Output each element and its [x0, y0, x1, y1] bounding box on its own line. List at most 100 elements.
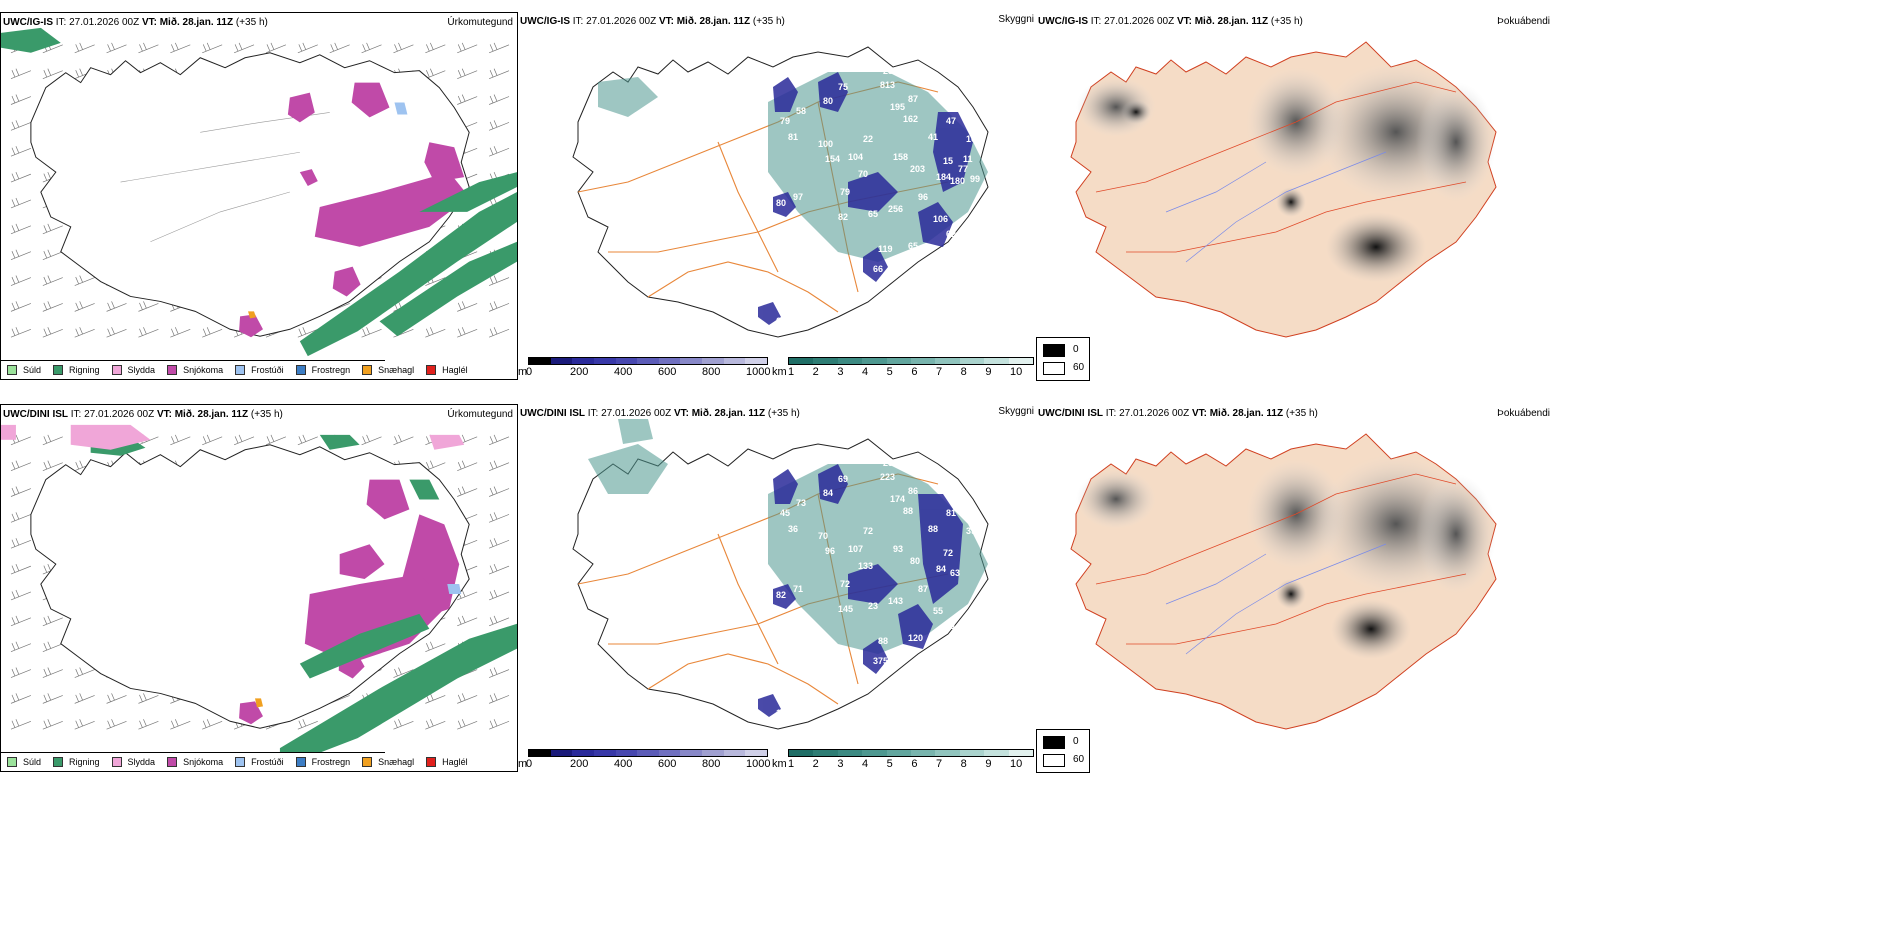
colorbar-segment	[680, 750, 703, 756]
visibility-unit: km	[772, 758, 787, 770]
wind-barb	[10, 460, 32, 471]
wind-barb	[138, 327, 159, 338]
wind-barb	[74, 42, 95, 54]
fog-panel-top: UWC/IG-IS IT: 27.01.2026 00Z VT: Mið. 28…	[1036, 12, 1554, 380]
wind-barb	[42, 327, 63, 338]
panel-name: Þokuábendi	[1497, 408, 1550, 419]
visibility-colorbar-bottom: km 1 2 3 4 5 6 7 8 9 10	[772, 749, 1034, 771]
colorbar-tick-label: 5	[886, 758, 893, 770]
wind-barb	[361, 434, 382, 446]
visibility-value-label: 97	[793, 192, 803, 202]
visibility-value-label: 69	[838, 474, 848, 484]
colorbar-segment	[862, 750, 887, 756]
visibility-value-label: 72	[863, 526, 873, 536]
colorbar-segment	[593, 358, 616, 364]
colorbar-segment	[572, 358, 594, 364]
visibility-value-label: 184	[936, 172, 951, 182]
fog-legend-bottom: 0 60	[1036, 729, 1090, 773]
panel-title: UWC/IG-IS IT: 27.01.2026 00Z VT: Mið. 28…	[3, 17, 268, 28]
wind-barb	[10, 327, 32, 338]
wind-barb	[488, 693, 510, 704]
legend-label: Haglél	[442, 757, 468, 767]
colorbar-segment	[935, 358, 960, 364]
wind-barb	[393, 42, 414, 54]
wind-barb	[393, 434, 414, 446]
wind-barb	[106, 301, 127, 312]
visibility-value-label: 107	[776, 708, 791, 718]
legend-swatch	[7, 365, 17, 375]
legend-swatch	[362, 757, 373, 767]
cloudbase-colorbar-top: m 0 200 400 600 800 1000	[518, 357, 770, 379]
wind-barb	[425, 42, 446, 54]
colorbar-segment	[984, 750, 1009, 756]
colorbar-segment	[593, 750, 616, 756]
wind-barb	[297, 434, 318, 446]
wind-barb	[42, 719, 63, 730]
visibility-value-label: 55	[933, 606, 943, 616]
visibility-value-label: 88	[878, 636, 888, 646]
visibility-value-label: 36	[788, 524, 798, 534]
legend-swatch	[111, 757, 122, 767]
wind-barb	[170, 434, 191, 446]
visibility-value-label: 81	[788, 132, 798, 142]
wind-barb	[233, 42, 255, 54]
visibility-value-label: 87	[918, 584, 928, 594]
panel-name: Skyggni	[998, 14, 1034, 25]
visibility-value-label: 104	[966, 134, 981, 144]
colorbar-tick-label: 200	[570, 758, 589, 770]
wind-barb	[202, 434, 223, 446]
visibility-value-label: 223	[880, 472, 895, 482]
visibility-value-label: 39	[966, 526, 976, 536]
colorbar-segment	[886, 358, 912, 364]
model-name: UWC/IG-IS	[520, 16, 570, 27]
colorbar-tick-label: 7	[936, 758, 943, 770]
model-name: UWC/DINI ISL	[520, 408, 585, 419]
visibility-value-label: 73	[796, 498, 806, 508]
wind-barb	[488, 301, 510, 312]
colorbar-tick-label: 10	[1010, 366, 1023, 378]
colorbar-segment	[615, 358, 638, 364]
wind-barb	[488, 68, 510, 79]
visibility-value-label: 203	[910, 164, 925, 174]
colorbar-segment	[837, 750, 863, 756]
visibility-value-label: 81	[946, 621, 956, 631]
colorbar-segment	[637, 750, 659, 756]
visibility-value-label: 25	[883, 458, 893, 468]
colorbar-tick-label: 1000	[746, 758, 771, 770]
wind-barb	[265, 42, 287, 54]
init-time: IT: 27.01.2026 00Z	[1103, 408, 1192, 419]
colorbar-segment	[572, 750, 594, 756]
visibility-value-label: 96	[825, 546, 835, 556]
colorbar-tick-label: 600	[658, 758, 677, 770]
colorbar-segment	[702, 358, 724, 364]
wind-barb	[488, 42, 510, 54]
colorbar-tick-label: 4	[862, 366, 869, 378]
wind-barb	[138, 301, 159, 312]
visibility-value-label: 47	[946, 116, 956, 126]
cloudbase-colorbar-bottom: m 0 200 400 600 800 1000	[518, 749, 771, 771]
colorbar-segment	[862, 358, 887, 364]
wind-barb	[42, 641, 63, 652]
visibility-value-label: 99	[970, 174, 980, 184]
visibility-value-label: 180	[950, 176, 965, 186]
legend-label: Rigning	[69, 365, 100, 375]
wind-barb	[488, 486, 510, 497]
wind-barb	[42, 275, 63, 286]
wind-barb	[202, 42, 223, 54]
wind-barb	[10, 301, 32, 312]
valid-time: VT: Mið. 28.jan. 11Z	[156, 409, 249, 420]
colorbar-segment	[658, 750, 681, 756]
wind-barb	[457, 68, 478, 79]
colorbar-segment	[789, 750, 814, 756]
visibility-value-label: 63	[950, 568, 960, 578]
wind-barb	[488, 146, 510, 157]
wind-barb	[297, 327, 318, 338]
precip-map	[1, 27, 517, 357]
wind-barb	[457, 615, 478, 627]
wind-barb	[233, 434, 255, 446]
wind-barb	[393, 667, 414, 678]
legend-swatch	[235, 365, 246, 375]
colorbar-tick-label: 1	[788, 758, 795, 770]
